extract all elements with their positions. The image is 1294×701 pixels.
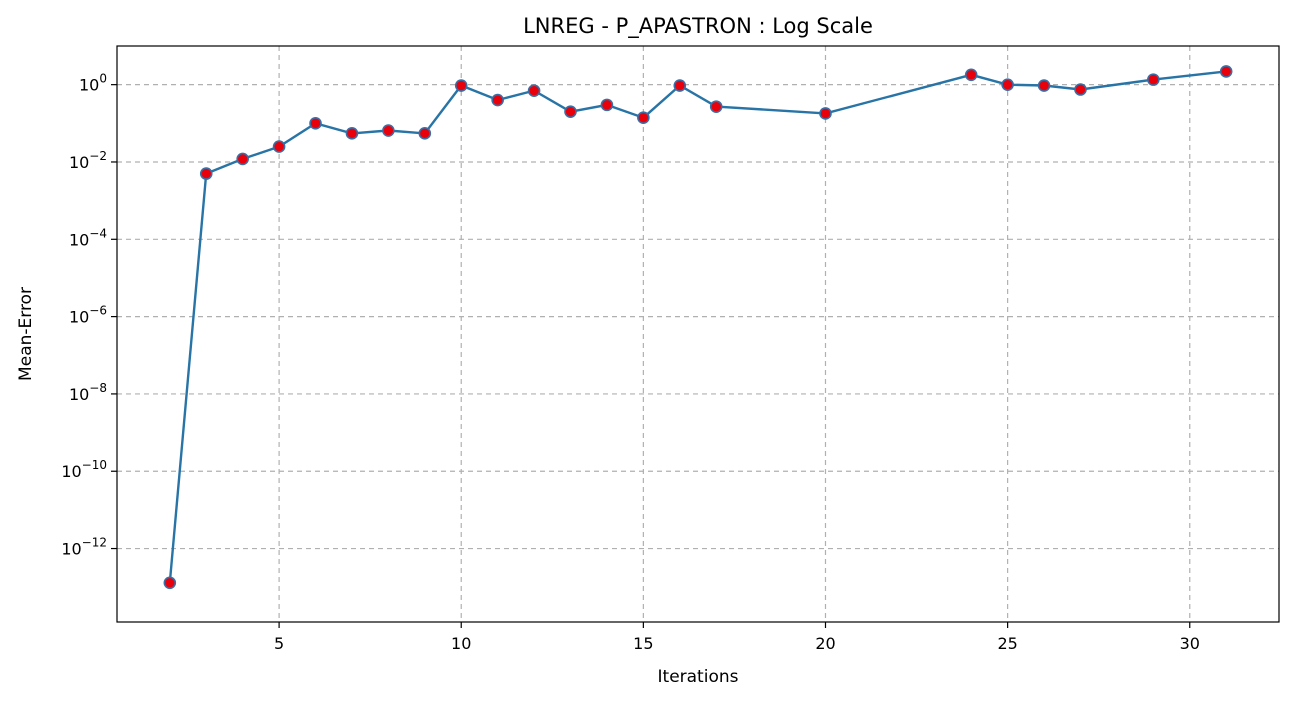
data-point (272, 140, 286, 153)
y-axis-ticks: 100 10−2 10−4 10−6 10−8 10−10 10−12 (61, 72, 117, 559)
x-tick-label: 5 (274, 634, 284, 653)
data-point (564, 105, 577, 118)
x-tick-label: 15 (633, 634, 653, 653)
x-tick-label: 20 (815, 634, 835, 653)
data-point (491, 93, 504, 107)
x-tick-label: 30 (1180, 634, 1200, 653)
data-point (199, 167, 213, 180)
data-point (964, 68, 978, 82)
x-tick-label: 25 (997, 634, 1017, 653)
y-tick-label: 10−10 (61, 458, 107, 481)
data-point (673, 79, 687, 92)
data-point (1037, 79, 1051, 92)
x-axis-label: Iterations (658, 667, 739, 687)
y-tick-label: 10−2 (69, 149, 107, 172)
data-point (309, 117, 322, 130)
chart-title: LNREG - P_APASTRON : Log Scale (523, 14, 873, 39)
data-point (600, 98, 614, 112)
y-tick-label: 10−8 (69, 381, 107, 404)
data-point (709, 100, 723, 113)
y-tick-label: 10−4 (69, 226, 107, 249)
y-tick-label: 10−6 (69, 304, 107, 327)
data-point (1219, 65, 1233, 78)
data-point (382, 124, 395, 137)
data-point (236, 152, 249, 166)
data-point (163, 576, 177, 590)
data-point (637, 111, 650, 124)
data-point (1147, 73, 1160, 86)
y-axis-label: Mean-Error (16, 287, 36, 381)
y-tick-label: 100 (79, 72, 107, 95)
data-point (454, 79, 468, 92)
x-axis-ticks: 5 10 15 20 25 30 (274, 622, 1200, 653)
plot-frame (116, 45, 1280, 623)
y-tick-label: 10−12 (61, 536, 107, 559)
grid-lines (117, 46, 1279, 622)
series-line (168, 70, 1227, 583)
data-point (1074, 83, 1087, 96)
data-point (1001, 78, 1014, 91)
data-markers (163, 65, 1233, 590)
data-point (345, 127, 359, 140)
data-point (819, 107, 832, 120)
data-point (527, 84, 541, 97)
x-tick-label: 10 (451, 634, 471, 653)
data-point (418, 127, 432, 140)
